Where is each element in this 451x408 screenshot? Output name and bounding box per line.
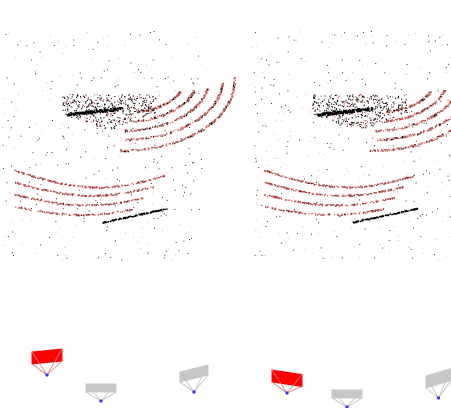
camera-2-frustum-edge [85, 391, 102, 402]
point-cloud-left [2, 31, 237, 261]
camera-3-center [192, 390, 196, 394]
camera-1-frustum-edge [46, 360, 63, 376]
camera-4-frustum-edge [271, 369, 288, 394]
camera-3-frustum-edge [193, 374, 209, 393]
camera-3-frustum-edge [179, 371, 195, 393]
camera-6-image-plane [425, 367, 451, 389]
camera-1-frustum-edge [46, 348, 63, 376]
camera-4-image-plane [271, 369, 303, 388]
camera-5-frustum [331, 389, 363, 408]
camera-6-frustum-edge [425, 387, 439, 399]
camera-2-frustum [85, 383, 117, 403]
camera-2-frustum-edge [100, 383, 117, 402]
point-cloud-right [252, 30, 451, 261]
camera-1-frustum [31, 348, 63, 377]
camera-6-center [436, 396, 441, 400]
camera-2-image-plane [85, 383, 117, 393]
camera-1-frustum-edge [31, 351, 48, 376]
camera-5-center [345, 405, 349, 408]
camera-5-frustum-edge [346, 397, 363, 408]
camera-5-image-plane [331, 389, 363, 399]
camera-4-frustum [271, 369, 303, 395]
camera-4-center [285, 391, 289, 395]
camera-2-frustum-edge [85, 383, 102, 402]
camera-6-frustum-edge [438, 380, 451, 399]
camera-5-frustum-edge [331, 389, 348, 408]
camera-3-frustum-edge [179, 381, 195, 393]
camera-6-frustum-edge [438, 368, 451, 399]
camera-5-frustum-edge [331, 397, 348, 408]
camera-frustums [31, 348, 451, 408]
camera-4-frustum-edge [271, 381, 288, 394]
camera-1-center [45, 373, 49, 377]
camera-3-frustum [179, 364, 209, 394]
camera-6-frustum-edge [425, 375, 439, 399]
camera-1-frustum-edge [31, 363, 48, 376]
camera-2-center [99, 399, 103, 403]
camera-4-frustum-edge [286, 386, 303, 394]
camera-3-frustum-edge [193, 364, 209, 393]
camera-2-frustum-edge [100, 391, 117, 402]
camera-5-frustum-edge [346, 389, 363, 408]
camera-6-frustum [425, 367, 451, 400]
camera-4-frustum-edge [286, 374, 303, 394]
